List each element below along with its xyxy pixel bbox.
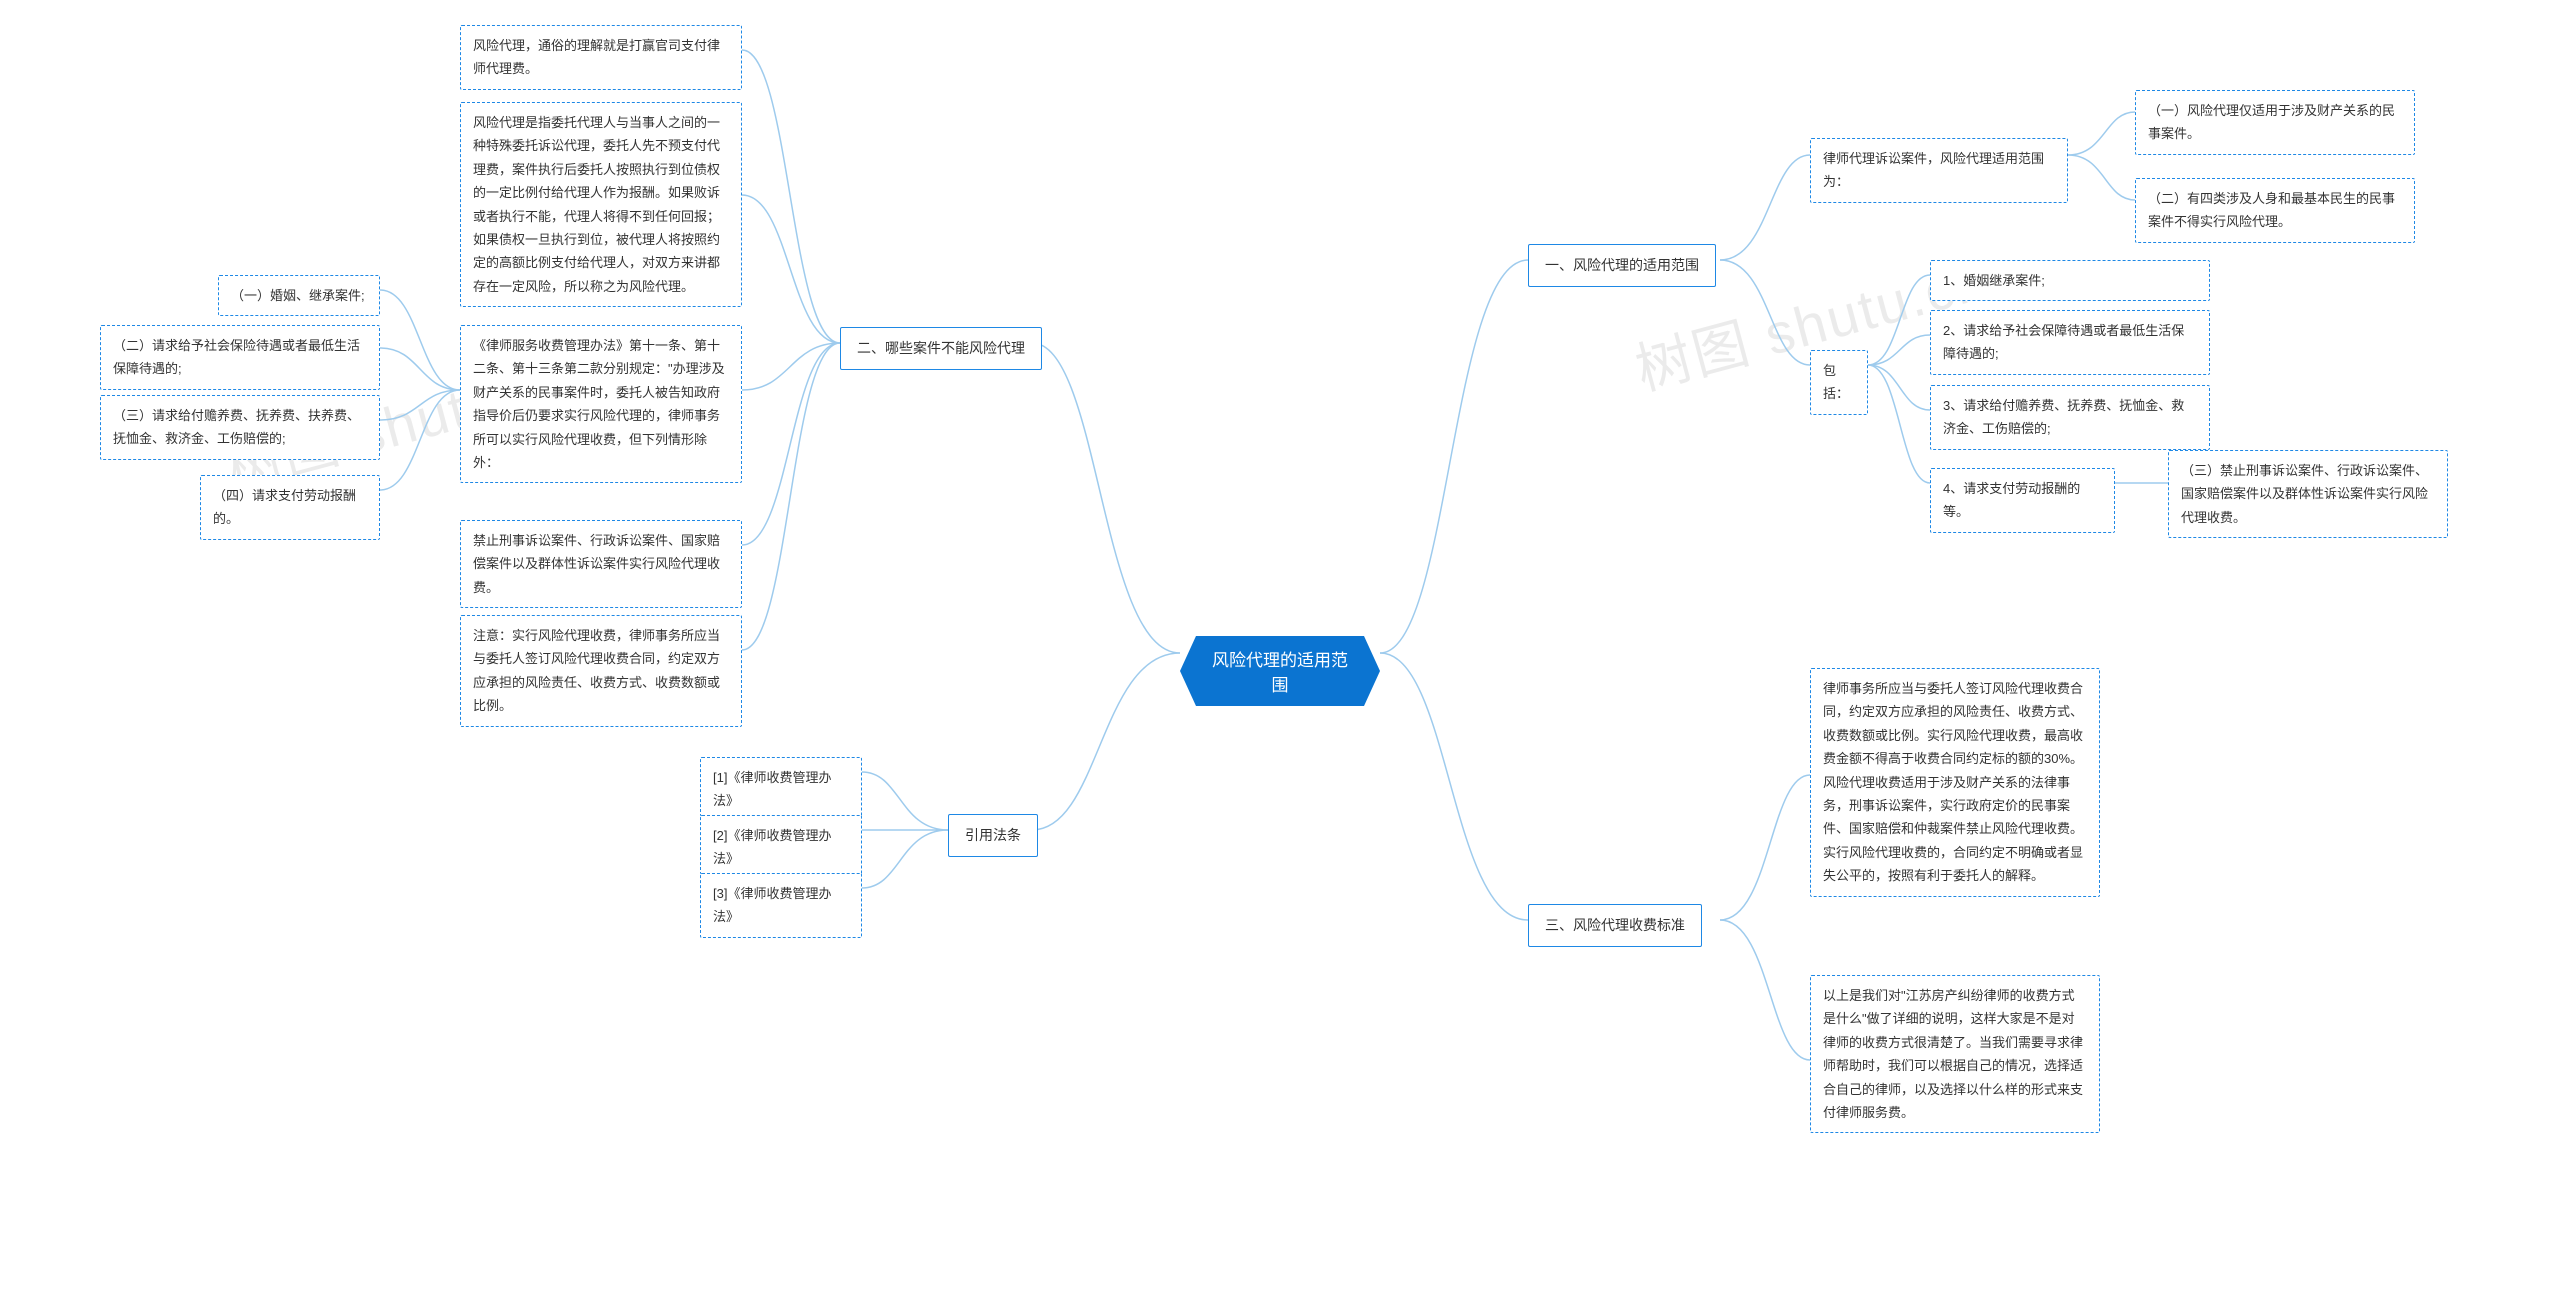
leaf-social-insurance: （二）请求给予社会保险待遇或者最低生活保障待遇的; <box>100 325 380 390</box>
leaf-marriage-inherit: （一）婚姻、继承案件; <box>218 275 380 316</box>
leaf-ref3: [3]《律师收费管理办法》 <box>700 873 862 938</box>
leaf-simple-def: 风险代理，通俗的理解就是打赢官司支付律师代理费。 <box>460 25 742 90</box>
leaf-social-security: 2、请求给予社会保障待遇或者最低生活保障待遇的; <box>1930 310 2210 375</box>
root-node: 风险代理的适用范围 <box>1180 636 1380 706</box>
leaf-four-types: （二）有四类涉及人身和最基本民生的民事案件不得实行风险代理。 <box>2135 178 2415 243</box>
branch-scope: 一、风险代理的适用范围 <box>1528 244 1716 287</box>
branch-references: 引用法条 <box>948 814 1038 857</box>
leaf-prohibit-cases: 禁止刑事诉讼案件、行政诉讼案件、国家赔偿案件以及群体性诉讼案件实行风险代理收费。 <box>460 520 742 608</box>
leaf-marriage: 1、婚姻继承案件; <box>1930 260 2210 301</box>
leaf-summary: 以上是我们对"江苏房产纠纷律师的收费方式是什么"做了详细的说明，这样大家是不是对… <box>1810 975 2100 1133</box>
branch-fee-standard: 三、风险代理收费标准 <box>1528 904 1702 947</box>
branch-cannot: 二、哪些案件不能风险代理 <box>840 327 1042 370</box>
leaf-fee-contract: 律师事务所应当与委托人签订风险代理收费合同，约定双方应承担的风险责任、收费方式、… <box>1810 668 2100 897</box>
leaf-labor-pay: 4、请求支付劳动报酬的等。 <box>1930 468 2115 533</box>
leaf-note: 注意：实行风险代理收费，律师事务所应当与委托人签订风险代理收费合同，约定双方应承… <box>460 615 742 727</box>
leaf-full-def: 风险代理是指委托代理人与当事人之间的一种特殊委托诉讼代理，委托人先不预支付代理费… <box>460 102 742 307</box>
node-includes: 包括： <box>1810 350 1868 415</box>
leaf-prohibited: （三）禁止刑事诉讼案件、行政诉讼案件、国家赔偿案件以及群体性诉讼案件实行风险代理… <box>2168 450 2448 538</box>
leaf-support-fees: 3、请求给付赡养费、抚养费、抚恤金、救济金、工伤赔偿的; <box>1930 385 2210 450</box>
node-regulations: 《律师服务收费管理办法》第十一条、第十二条、第十三条第二款分别规定："办理涉及财… <box>460 325 742 483</box>
leaf-labor: （四）请求支付劳动报酬的。 <box>200 475 380 540</box>
node-lawyer-scope: 律师代理诉讼案件，风险代理适用范围为： <box>1810 138 2068 203</box>
leaf-property-only: （一）风险代理仅适用于涉及财产关系的民事案件。 <box>2135 90 2415 155</box>
leaf-support: （三）请求给付赡养费、抚养费、扶养费、抚恤金、救济金、工伤赔偿的; <box>100 395 380 460</box>
leaf-ref2: [2]《律师收费管理办法》 <box>700 815 862 880</box>
leaf-ref1: [1]《律师收费管理办法》 <box>700 757 862 822</box>
